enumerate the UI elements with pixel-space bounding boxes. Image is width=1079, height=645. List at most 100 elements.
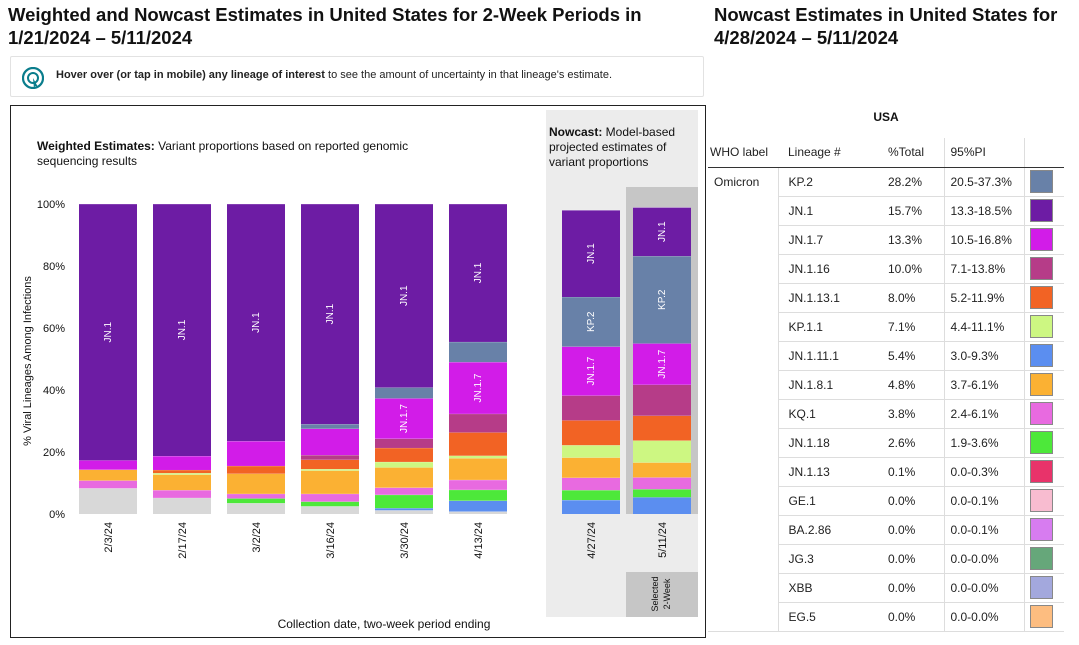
lineage-row[interactable]: EG.5 0.0% 0.0-0.0% bbox=[708, 602, 1064, 632]
bar-segment-jn-1-8-1[interactable] bbox=[562, 457, 620, 478]
bar-segment-kp-2[interactable] bbox=[375, 387, 433, 399]
bar-segment-kq-1[interactable] bbox=[79, 480, 137, 489]
bar-segment-jn-1[interactable] bbox=[227, 204, 285, 442]
color-swatch-cell bbox=[1024, 225, 1064, 255]
lineage-row[interactable]: JN.1.16 10.0% 7.1-13.8% bbox=[708, 254, 1064, 284]
bar-segment-other[interactable] bbox=[79, 488, 137, 514]
lineage-name-cell: BA.2.86 bbox=[778, 515, 880, 545]
lineage-name-cell: JN.1.13.1 bbox=[778, 283, 880, 313]
bar-segment-kq-1[interactable] bbox=[227, 493, 285, 499]
bar-segment-jn-1-8-1[interactable] bbox=[449, 458, 507, 480]
bar-segment-jn-1-7[interactable] bbox=[375, 398, 433, 439]
bar-segment-kp-1-1[interactable] bbox=[633, 440, 691, 463]
bar-segment-jn-1-18[interactable] bbox=[375, 494, 433, 509]
bar-segment-jn-1-7[interactable] bbox=[227, 441, 285, 466]
bar-segment-jn-1[interactable] bbox=[562, 210, 620, 297]
bar-segment-jn-1-7[interactable] bbox=[562, 346, 620, 396]
lineage-row[interactable]: JG.3 0.0% 0.0-0.0% bbox=[708, 544, 1064, 574]
bar-segment-kp-1-1[interactable] bbox=[153, 473, 211, 475]
bar-segment-jn-1-7[interactable] bbox=[633, 343, 691, 385]
bar-segment-jn-1-7[interactable] bbox=[153, 456, 211, 470]
bar-segment-jn-1-18[interactable] bbox=[227, 498, 285, 504]
pi-range-cell: 20.5-37.3% bbox=[944, 167, 1025, 197]
lineage-row[interactable]: Omicron KP.2 28.2% 20.5-37.3% bbox=[708, 167, 1064, 632]
bar-segment-jn-1-16[interactable] bbox=[449, 413, 507, 433]
bar-segment-jn-1[interactable] bbox=[79, 204, 137, 461]
hover-hint-bold: Hover over (or tap in mobile) any lineag… bbox=[56, 69, 325, 81]
bar-segment-jn-1-13-1[interactable] bbox=[562, 420, 620, 446]
pi-range-cell: 0.0-0.0% bbox=[944, 544, 1025, 574]
bar-segment-jn-1-16[interactable] bbox=[301, 455, 359, 460]
bar-segment-jn-1-16[interactable] bbox=[562, 395, 620, 421]
bar-segment-jn-1[interactable] bbox=[301, 204, 359, 425]
bar-segment-jn-1[interactable] bbox=[375, 204, 433, 388]
bar-segment-kp-2[interactable] bbox=[562, 297, 620, 347]
bar-segment-jn-1-8-1[interactable] bbox=[375, 467, 433, 488]
bar-segment-jn-1-8-1[interactable] bbox=[227, 473, 285, 494]
bar-segment-kp-2[interactable] bbox=[449, 341, 507, 363]
selected-2week-label: Selected bbox=[650, 576, 660, 611]
bar-segment-kq-1[interactable] bbox=[153, 490, 211, 498]
lineage-row[interactable]: JN.1.13 0.1% 0.0-0.3% bbox=[708, 457, 1064, 487]
lineage-row[interactable]: GE.1 0.0% 0.0-0.1% bbox=[708, 486, 1064, 516]
bar-segment-jn-1-16[interactable] bbox=[633, 384, 691, 416]
lineage-row[interactable]: JN.1 15.7% 13.3-18.5% bbox=[708, 196, 1064, 226]
lineage-row[interactable]: XBB 0.0% 0.0-0.0% bbox=[708, 573, 1064, 603]
bar-segment-jn-1-16[interactable] bbox=[375, 438, 433, 448]
bar-segment-other[interactable] bbox=[301, 506, 359, 514]
bar-segment-jn-1-13-1[interactable] bbox=[153, 469, 211, 474]
lineage-row[interactable]: BA.2.86 0.0% 0.0-0.1% bbox=[708, 515, 1064, 545]
bar-segment-jn-1-18[interactable] bbox=[301, 501, 359, 507]
bar-segment-jn-1-8-1[interactable] bbox=[153, 474, 211, 491]
lineage-row[interactable]: JN.1.7 13.3% 10.5-16.8% bbox=[708, 225, 1064, 255]
bar-segment-jn-1[interactable] bbox=[449, 204, 507, 342]
bar-segment-jn-1-11-1[interactable] bbox=[375, 508, 433, 511]
bar-segment-jn-1-11-1[interactable] bbox=[633, 497, 691, 514]
bar-segment-kp-1-1[interactable] bbox=[562, 445, 620, 458]
bar-segment-jn-1-13-1[interactable] bbox=[227, 465, 285, 474]
bar-segment-kp-2[interactable] bbox=[633, 256, 691, 344]
lineage-row[interactable]: KP.1.1 7.1% 4.4-11.1% bbox=[708, 312, 1064, 342]
lineage-row[interactable]: JN.1.11.1 5.4% 3.0-9.3% bbox=[708, 341, 1064, 371]
bar-segment-kq-1[interactable] bbox=[449, 479, 507, 490]
bar-segment-jn-1-8-1[interactable] bbox=[79, 469, 137, 481]
lineage-row[interactable]: JN.1.8.1 4.8% 3.7-6.1% bbox=[708, 370, 1064, 400]
bar-segment-jn-1-7[interactable] bbox=[301, 428, 359, 456]
lineage-row[interactable]: JN.1.18 2.6% 1.9-3.6% bbox=[708, 428, 1064, 458]
bar-segment-kp-2[interactable] bbox=[301, 424, 359, 429]
bar-segment-other[interactable] bbox=[227, 503, 285, 514]
bar-segment-kq-1[interactable] bbox=[562, 477, 620, 491]
bar-segment-jn-1-11-1[interactable] bbox=[449, 500, 507, 512]
bar-segment-jn-1-13-1[interactable] bbox=[301, 459, 359, 470]
bar-segment-kq-1[interactable] bbox=[301, 493, 359, 502]
bar-segment-jn-1-8-1[interactable] bbox=[633, 462, 691, 478]
bar-segment-other[interactable] bbox=[375, 510, 433, 514]
bar-segment-jn-1-13-1[interactable] bbox=[633, 415, 691, 441]
bar-segment-jn-1-13-1[interactable] bbox=[449, 432, 507, 456]
bar-segment-other[interactable] bbox=[449, 511, 507, 514]
bar-segment-kp-1-1[interactable] bbox=[449, 455, 507, 459]
bar-segment-kq-1[interactable] bbox=[633, 477, 691, 490]
bar-segment-other[interactable] bbox=[153, 497, 211, 514]
bar-segment-jn-1[interactable] bbox=[633, 207, 691, 257]
lineage-row[interactable]: KQ.1 3.8% 2.4-6.1% bbox=[708, 399, 1064, 429]
bar-segment-jn-1-8-1[interactable] bbox=[301, 470, 359, 494]
bar-label: JN.1.7 bbox=[657, 349, 668, 378]
lineage-color-swatch bbox=[1029, 257, 1053, 280]
bar-segment-jn-1-18[interactable] bbox=[449, 489, 507, 501]
bar-segment-kq-1[interactable] bbox=[375, 487, 433, 495]
bar-segment-jn-1-7[interactable] bbox=[449, 362, 507, 414]
bar-segment-kp-1-1[interactable] bbox=[375, 461, 433, 468]
bar-segment-jn-1-13-1[interactable] bbox=[375, 447, 433, 462]
lineage-color-swatch bbox=[1029, 431, 1053, 454]
bar-segment-jn-1-11-1[interactable] bbox=[562, 500, 620, 514]
lineage-row[interactable]: JN.1.13.1 8.0% 5.2-11.9% bbox=[708, 283, 1064, 313]
bar-segment-kp-1-1[interactable] bbox=[301, 469, 359, 471]
bar-segment-jn-1-7[interactable] bbox=[79, 460, 137, 470]
x-tick-label: 4/27/24 bbox=[586, 522, 598, 559]
y-tick-label: 0% bbox=[49, 509, 65, 521]
bar-segment-jn-1-18[interactable] bbox=[562, 490, 620, 501]
bar-label: JN.1 bbox=[473, 262, 484, 283]
bar-segment-jn-1[interactable] bbox=[153, 204, 211, 457]
bar-segment-jn-1-18[interactable] bbox=[633, 489, 691, 498]
